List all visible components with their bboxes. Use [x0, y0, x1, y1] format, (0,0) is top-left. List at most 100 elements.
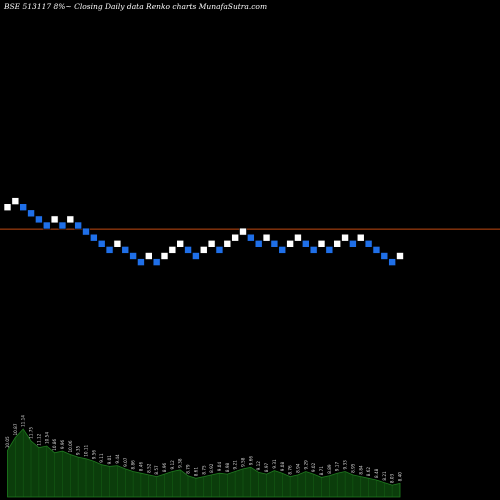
value-label: 10.06 — [68, 440, 73, 452]
renko-brick-down — [58, 221, 67, 230]
value-label: 9.08 — [280, 462, 285, 472]
renko-brick-up — [3, 203, 12, 211]
renko-brick-down — [19, 203, 28, 211]
value-label: 10.87 — [13, 423, 18, 435]
renko-brick-down — [121, 246, 130, 254]
value-label: 8.48 — [374, 468, 379, 478]
renko-brick-down — [35, 215, 43, 224]
renko-brick-down — [90, 233, 98, 242]
renko-brick-up — [207, 240, 216, 248]
value-label: 9.21 — [233, 460, 238, 470]
renko-brick-down — [372, 246, 381, 254]
renko-brick-down — [152, 258, 161, 266]
value-label: 8.46 — [138, 462, 143, 472]
value-label: 10.86 — [52, 438, 57, 450]
renko-brick-up — [286, 240, 294, 248]
renko-brick-up — [231, 233, 239, 242]
renko-brick-up — [396, 252, 404, 260]
value-label: 8.86 — [131, 460, 136, 470]
renko-brick-up — [11, 197, 20, 205]
renko-brick-up — [50, 215, 59, 224]
value-label: 11.12 — [36, 433, 41, 445]
value-label: 9.01 — [107, 455, 112, 465]
value-label: 8.89 — [327, 464, 332, 474]
renko-brick-up — [262, 233, 271, 242]
renko-brick-down — [301, 240, 310, 248]
renko-brick-down — [129, 252, 137, 260]
renko-brick-up — [239, 227, 247, 236]
value-label: 8.62 — [366, 467, 371, 477]
renko-brick-down — [215, 246, 224, 254]
value-label: 11.14 — [21, 415, 26, 427]
renko-brick-down — [309, 246, 318, 254]
value-label: 8.79 — [186, 464, 191, 474]
value-label: 9.17 — [335, 462, 340, 472]
chart-title: BSE 513117 8%~ Closing Daily data Renko … — [4, 2, 268, 11]
renko-brick-down — [74, 221, 82, 230]
renko-brick-down — [380, 252, 389, 260]
value-label: 8.40 — [398, 472, 403, 482]
volume-area — [7, 428, 401, 498]
renko-brick-up — [66, 215, 75, 224]
value-label: 8.61 — [193, 467, 198, 477]
value-label: 9.44 — [115, 454, 120, 464]
value-label: 8.84 — [358, 465, 363, 475]
renko-brick-up — [333, 240, 342, 248]
renko-brick-down — [42, 221, 51, 230]
value-label: 9.58 — [241, 457, 246, 467]
renko-brick-down — [254, 240, 263, 248]
value-label: 8.98 — [225, 462, 230, 472]
renko-brick-up — [294, 233, 302, 242]
value-label: 9.35 — [76, 445, 81, 455]
value-label: 9.29 — [303, 460, 308, 470]
renko-brick-up — [341, 233, 349, 242]
renko-brick-up — [199, 246, 208, 254]
renko-brick-down — [27, 209, 35, 218]
renko-brick-down — [364, 240, 373, 248]
renko-brick-up — [168, 246, 177, 254]
value-label: 11.75 — [29, 427, 34, 439]
value-label: 8.21 — [382, 471, 387, 481]
brick-layer — [3, 197, 404, 266]
value-label: 8.76 — [288, 465, 293, 475]
renko-brick-up — [176, 240, 184, 248]
renko-brick-down — [192, 252, 200, 260]
value-label: 8.75 — [201, 465, 206, 475]
value-label: 9.96 — [60, 439, 65, 449]
value-label: 8.94 — [295, 463, 300, 473]
value-label: 10.54 — [44, 432, 49, 444]
volume-layer — [7, 428, 401, 498]
renko-brick-down — [247, 233, 255, 242]
renko-brick-down — [388, 258, 396, 266]
value-label: 8.03 — [390, 473, 395, 483]
value-label: 9.33 — [343, 460, 348, 470]
value-label: 9.04 — [217, 462, 222, 472]
value-label: 9.31 — [272, 459, 277, 469]
value-label: 8.52 — [146, 463, 151, 473]
renko-brick-down — [270, 240, 279, 248]
value-label: 8.95 — [350, 463, 355, 473]
value-label: 8.92 — [209, 463, 214, 473]
renko-brick-down — [97, 240, 106, 248]
renko-brick-down — [184, 246, 192, 254]
value-label: 9.12 — [256, 461, 261, 471]
renko-brick-down — [349, 240, 357, 248]
value-label: 9.02 — [311, 462, 316, 472]
renko-brick-up — [317, 240, 326, 248]
value-label: 10.11 — [84, 444, 89, 456]
renko-brick-up — [160, 252, 169, 260]
renko-brick-up — [356, 233, 365, 242]
value-label: 8.97 — [264, 462, 269, 472]
value-label: 9.07 — [123, 457, 128, 467]
renko-brick-down — [325, 246, 334, 254]
value-label: 8.57 — [154, 465, 159, 475]
renko-brick-down — [105, 246, 114, 254]
renko-brick-up — [113, 240, 122, 248]
value-label: 8.96 — [162, 462, 167, 472]
value-label: 8.71 — [319, 466, 324, 476]
value-label: 9.38 — [178, 458, 183, 468]
value-label: 9.66 — [248, 456, 253, 466]
renko-brick-up — [145, 252, 153, 260]
